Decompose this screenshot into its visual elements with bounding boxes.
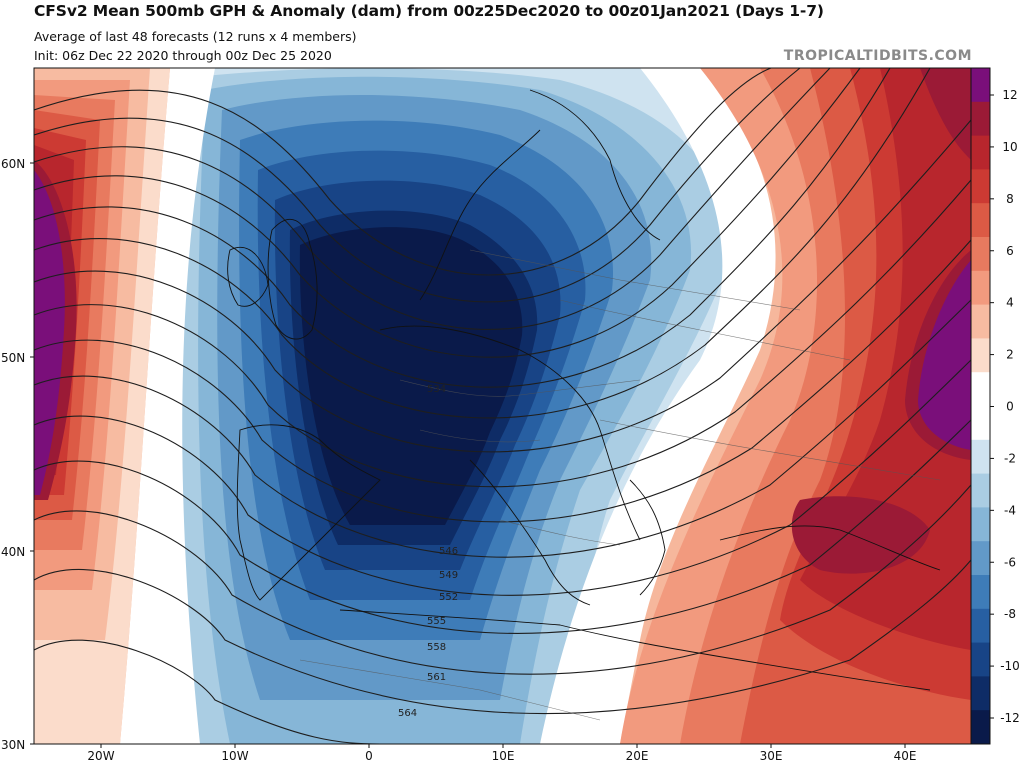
colorbar-swatch xyxy=(971,135,990,170)
lat-label-40n: 40N xyxy=(1,545,25,559)
colorbar-swatch xyxy=(971,338,990,373)
colorbar-swatch xyxy=(971,169,990,204)
colorbar-swatch xyxy=(971,439,990,475)
colorbar-label: -10 xyxy=(1000,659,1020,673)
figure-subtitle: Average of last 48 forecasts (12 runs x … xyxy=(34,29,357,44)
colorbar xyxy=(970,67,991,745)
colorbar-swatch xyxy=(971,710,990,745)
colorbar-swatch xyxy=(971,372,990,407)
colorbar-label: 4 xyxy=(1006,296,1014,310)
lon-label-10e: 10E xyxy=(492,749,515,763)
lat-label-60n: 60N xyxy=(1,157,25,171)
lon-label-0: 0 xyxy=(365,749,373,763)
colorbar-label: -12 xyxy=(1000,711,1020,725)
figure-title: CFSv2 Mean 500mb GPH & Anomaly (dam) fro… xyxy=(34,2,824,20)
lon-label-20w: 20W xyxy=(87,749,114,763)
lon-label-10w: 10W xyxy=(221,749,248,763)
colorbar-swatch xyxy=(971,270,990,306)
contour-label: 561 xyxy=(427,672,446,683)
brand-watermark: TROPICALTIDBITS.COM xyxy=(783,48,972,64)
colorbar-swatch xyxy=(971,304,990,339)
colorbar-swatch xyxy=(971,676,990,711)
colorbar-swatch xyxy=(971,101,990,137)
anomaly-field xyxy=(34,68,971,744)
contour-label: 555 xyxy=(427,616,446,627)
colorbar-label: -8 xyxy=(1004,607,1016,621)
near-zero-band xyxy=(120,68,776,744)
lon-label-40e: 40E xyxy=(894,749,917,763)
colorbar-label: 2 xyxy=(1006,348,1014,362)
lat-label-30n: 30N xyxy=(1,738,25,752)
colorbar-swatch xyxy=(971,473,990,508)
longitude-axis: 20W 10W 0 10E 20E 30E 40E xyxy=(87,744,916,763)
lat-label-50n: 50N xyxy=(1,351,25,365)
contour-labels: 534 546 549 552 555 558 561 564 xyxy=(398,384,458,719)
colorbar-swatch xyxy=(971,237,990,272)
atlantic-positive-anomaly xyxy=(34,68,170,744)
contour-label: 552 xyxy=(439,592,458,603)
latitude-axis: 60N 50N 40N 30N xyxy=(1,157,34,752)
colorbar-swatch xyxy=(971,203,990,238)
height-contours xyxy=(34,68,971,744)
contour-label: 534 xyxy=(427,384,446,395)
colorbar-label: -2 xyxy=(1004,451,1016,465)
contour-label: 546 xyxy=(439,546,458,557)
borders xyxy=(299,249,941,721)
colorbar-label: 6 xyxy=(1006,244,1014,258)
colorbar-swatch xyxy=(971,406,990,441)
colorbar-labels: 12 10 8 6 4 2 0 -2 -4 -6 -8 -10 -12 xyxy=(990,88,1020,725)
colorbar-swatch xyxy=(971,68,990,103)
colorbar-swatch xyxy=(971,507,990,542)
negative-anomaly-region xyxy=(170,68,760,744)
colorbar-swatch xyxy=(971,575,990,610)
colorbar-label: 8 xyxy=(1006,192,1014,206)
colorbar-label: 10 xyxy=(1002,140,1017,154)
contour-label: 564 xyxy=(398,708,417,719)
colorbar-label: -6 xyxy=(1004,555,1016,569)
colorbar-label: 12 xyxy=(1002,88,1017,102)
colorbar-swatch xyxy=(971,642,990,677)
init-info: Init: 06z Dec 22 2020 through 00z Dec 25… xyxy=(34,48,332,63)
lon-label-30e: 30E xyxy=(760,749,783,763)
contour-label: 549 xyxy=(439,570,458,581)
figure-header: CFSv2 Mean 500mb GPH & Anomaly (dam) fro… xyxy=(0,0,1024,68)
colorbar-label: -4 xyxy=(1004,503,1016,517)
colorbar-label: 0 xyxy=(1006,400,1014,414)
contour-label: 558 xyxy=(427,642,446,653)
colorbar-swatch xyxy=(971,541,990,576)
colorbar-swatch xyxy=(971,608,990,644)
coastlines xyxy=(227,89,941,691)
lon-label-20e: 20E xyxy=(626,749,649,763)
